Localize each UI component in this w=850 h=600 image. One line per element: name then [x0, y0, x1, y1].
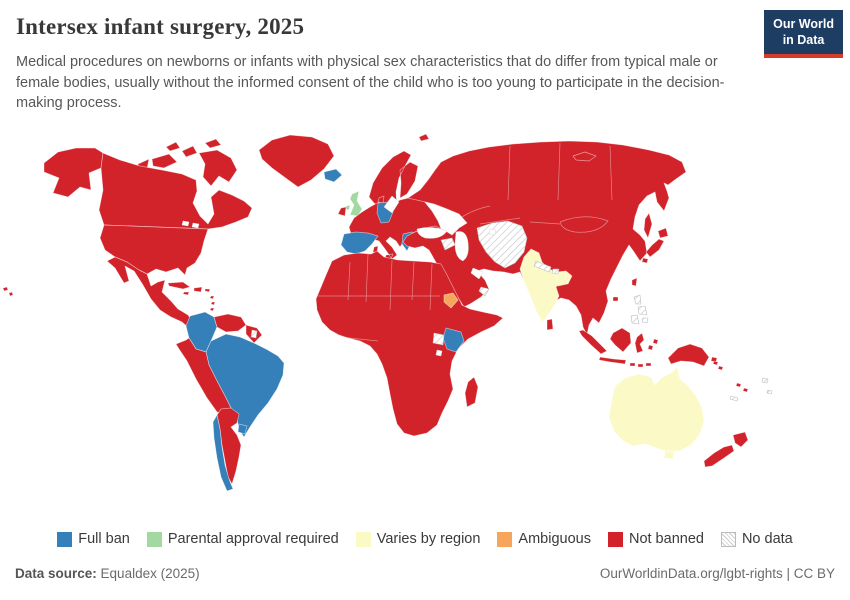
region-iceland[interactable]: [323, 168, 343, 183]
legend-item-parental-approval[interactable]: Parental approval required: [146, 531, 339, 547]
legend-label-varies-by-region: Varies by region: [376, 531, 481, 547]
data-source-value: Equaldex (2025): [100, 566, 200, 581]
footer: Data source: Equaldex (2025) OurWorldinD…: [0, 566, 850, 581]
region-chile[interactable]: [212, 414, 234, 492]
region-alaska[interactable]: [43, 147, 104, 198]
region-sakhalin[interactable]: [643, 212, 653, 239]
region-new-zealand[interactable]: [703, 431, 749, 468]
legend-swatch-ambiguous: [497, 531, 513, 547]
legend-label-ambiguous: Ambiguous: [518, 531, 591, 547]
legend-swatch-no-data: [720, 531, 736, 547]
region-venezuela[interactable]: [213, 313, 247, 333]
region-sri-lanka[interactable]: [546, 318, 554, 331]
country-borders: [318, 142, 613, 342]
data-source: Data source: Equaldex (2025): [15, 566, 200, 581]
owid-logo[interactable]: Our World in Data: [764, 10, 843, 59]
owid-logo-line2: in Data: [782, 32, 825, 47]
region-bangladesh[interactable]: [555, 272, 568, 287]
region-russia-asia-middle-east[interactable]: [402, 140, 687, 336]
region-ireland[interactable]: [337, 206, 347, 217]
legend: Full ban Parental approval required Vari…: [0, 531, 850, 547]
legend-label-parental-approval: Parental approval required: [167, 531, 339, 547]
region-madagascar[interactable]: [464, 376, 479, 408]
region-arctic-russia-islands[interactable]: [418, 133, 597, 162]
legend-swatch-varies-by-region: [355, 531, 371, 547]
legend-item-varies-by-region[interactable]: Varies by region: [355, 531, 481, 547]
region-new-guinea[interactable]: [667, 343, 718, 367]
region-usa[interactable]: [99, 224, 209, 276]
region-eritrea[interactable]: [443, 292, 459, 309]
region-uruguay[interactable]: [237, 423, 248, 435]
legend-swatch-parental-approval: [146, 531, 162, 547]
region-spain-portugal[interactable]: [340, 231, 379, 255]
footer-link[interactable]: OurWorldinData.org/lgbt-rights | CC BY: [599, 566, 835, 581]
region-hainan[interactable]: [612, 296, 619, 302]
page-subtitle: Medical procedures on newborns or infant…: [16, 54, 725, 112]
legend-swatch-full-ban: [57, 531, 73, 547]
region-india[interactable]: [519, 248, 573, 323]
region-greenland[interactable]: [258, 134, 335, 188]
data-source-label: Data source:: [15, 566, 97, 581]
legend-swatch-not-banned: [607, 531, 623, 547]
legend-item-ambiguous[interactable]: Ambiguous: [497, 531, 591, 547]
legend-item-not-banned[interactable]: Not banned: [607, 531, 704, 547]
region-united-kingdom[interactable]: [344, 190, 363, 217]
legend-label-no-data: No data: [741, 531, 793, 547]
legend-item-full-ban[interactable]: Full ban: [57, 531, 130, 547]
region-philippines[interactable]: [630, 294, 649, 325]
inland-seas: [181, 195, 497, 357]
region-australia[interactable]: [608, 366, 705, 460]
region-hawaii[interactable]: [2, 286, 14, 297]
region-indonesia[interactable]: [578, 327, 659, 368]
region-taiwan[interactable]: [631, 277, 638, 287]
legend-item-no-data[interactable]: No data: [720, 531, 793, 547]
legend-label-full-ban: Full ban: [78, 531, 130, 547]
legend-label-not-banned: Not banned: [628, 531, 704, 547]
owid-logo-line1: Our World: [773, 17, 834, 31]
page-title: Intersex infant surgery, 2025: [16, 14, 305, 39]
region-japan[interactable]: [641, 227, 669, 264]
region-caribbean-islands[interactable]: [167, 281, 216, 312]
region-pacific-islands[interactable]: [712, 360, 749, 393]
